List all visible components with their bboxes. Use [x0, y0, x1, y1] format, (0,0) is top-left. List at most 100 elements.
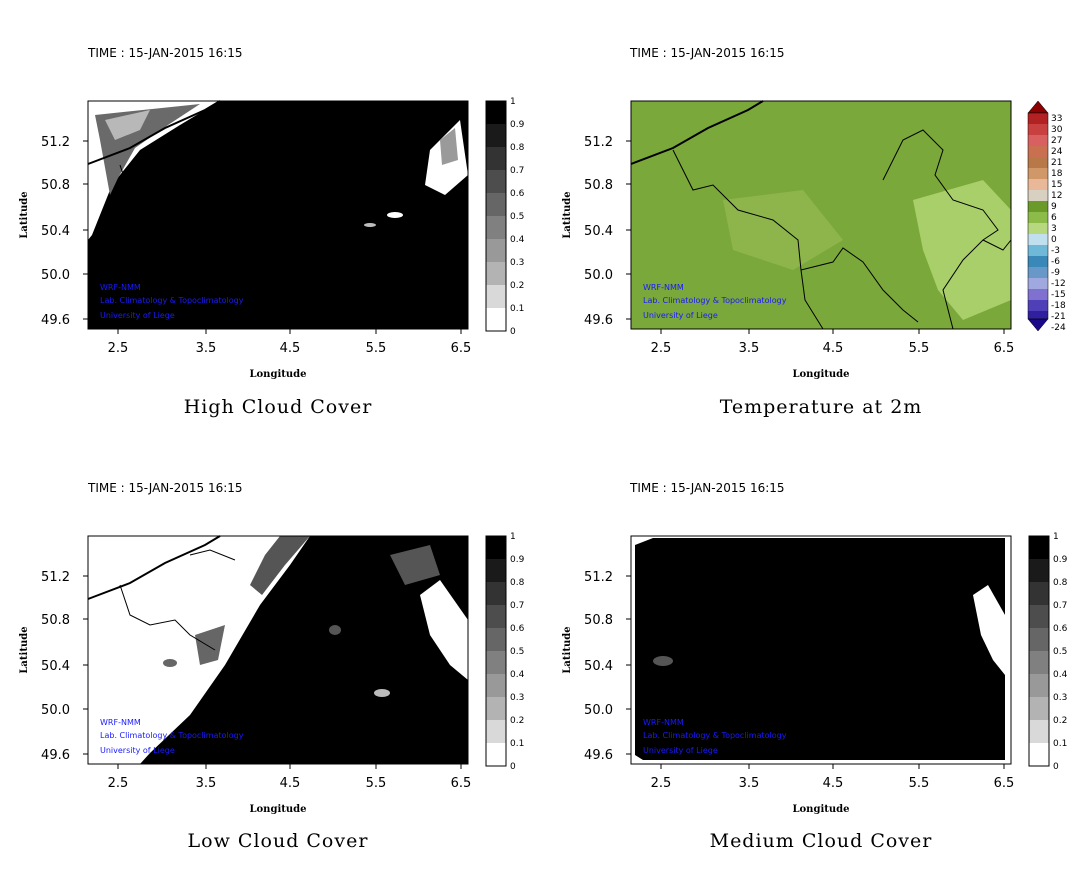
y-axis: 51.2 50.8 50.4 50.0 49.6 Latitude	[19, 570, 88, 763]
thin-cloud-area	[163, 659, 177, 667]
colorbar-tick: -3	[1051, 246, 1060, 256]
credit-university: University of Liege	[643, 311, 718, 320]
colorbar-tick: 0.7	[1053, 601, 1067, 611]
y-tick-label: 49.6	[41, 313, 70, 328]
clear-sky-area	[420, 580, 468, 680]
x-tick-label: 3.5	[739, 341, 760, 356]
x-tick-label: 4.5	[280, 341, 301, 356]
y-tick-label: 49.6	[41, 748, 70, 763]
y-tick-label: 51.2	[584, 135, 613, 150]
colorbar-tick: 0.5	[510, 647, 524, 657]
time-label: TIME : 15-JAN-2015 16:15	[87, 481, 243, 495]
colorbar-tick: 18	[1051, 169, 1063, 179]
credit-model: WRF-NMM	[643, 718, 684, 727]
thin-cloud-area	[250, 536, 310, 595]
time-label: TIME : 15-JAN-2015 16:15	[87, 46, 243, 60]
colorbar: 33 30 27 24 21 18 15 12 9 6 3 0 -3 -6 -9…	[1027, 100, 1066, 333]
x-axis-label: Longitude	[249, 369, 306, 380]
x-tick-label: 5.5	[909, 341, 930, 356]
coastline	[87, 100, 221, 165]
x-axis: 2.5 3.5 4.5 5.5 6.5 Longitude	[651, 764, 1015, 815]
y-tick-label: 49.6	[584, 748, 613, 763]
colorbar-tick: 0	[510, 327, 516, 337]
colorbar: 1 0.9 0.8 0.7 0.6 0.5 0.4 0.3 0.2 0.1 0	[485, 532, 525, 772]
panel-high-cloud-cover: TIME : 15-JAN-2015 16:15 WRF-NMM Lab. Cl…	[0, 0, 543, 434]
colorbar-tick: 0.3	[1053, 693, 1067, 703]
x-tick-label: 6.5	[451, 341, 472, 356]
x-tick-label: 6.5	[451, 776, 472, 791]
temperature-area	[723, 190, 843, 270]
axes-frame	[630, 100, 1012, 330]
colorbar-tick: 0.1	[510, 739, 524, 749]
panel-medium-cloud-cover: TIME : 15-JAN-2015 16:15 WRF-NMM Lab. Cl…	[543, 435, 1086, 869]
y-tick-label: 50.4	[41, 659, 70, 674]
x-tick-label: 3.5	[739, 776, 760, 791]
y-tick-label: 49.6	[584, 313, 613, 328]
x-tick-label: 4.5	[280, 776, 301, 791]
colorbar-tick: 0.9	[510, 555, 525, 565]
thin-cloud-area	[364, 223, 376, 227]
clear-sky-area	[973, 585, 1005, 675]
credit-university: University of Liege	[100, 311, 175, 320]
x-tick-label: 5.5	[366, 341, 387, 356]
colorbar-tick: -9	[1051, 268, 1060, 278]
axes-frame	[87, 535, 469, 765]
y-tick-label: 50.8	[41, 613, 70, 628]
credit-lab: Lab. Climatology & Topoclimatology	[643, 731, 787, 740]
colorbar-tick: 0.1	[1053, 739, 1067, 749]
y-tick-label: 50.0	[584, 703, 613, 718]
credit-lab: Lab. Climatology & Topoclimatology	[100, 296, 244, 305]
x-tick-label: 6.5	[994, 776, 1015, 791]
thin-cloud-area	[195, 625, 225, 665]
colorbar-tick: 0.5	[1053, 647, 1067, 657]
colorbar-tick: 1	[1053, 532, 1059, 542]
credit-university: University of Liege	[100, 746, 175, 755]
y-tick-label: 50.0	[41, 268, 70, 283]
x-axis-label: Longitude	[792, 369, 849, 380]
credit-lab: Lab. Climatology & Topoclimatology	[643, 296, 787, 305]
colorbar-tick: 0.6	[1053, 624, 1068, 634]
x-axis-label: Longitude	[249, 804, 306, 815]
medium-cloud-map: TIME : 15-JAN-2015 16:15 WRF-NMM Lab. Cl…	[562, 481, 1068, 852]
low-cloud-map: TIME : 15-JAN-2015 16:15 WRF-NMM Lab. Cl…	[19, 481, 525, 852]
x-tick-label: 2.5	[108, 341, 129, 356]
cloud-field	[635, 538, 1005, 760]
colorbar-tick: 15	[1051, 180, 1062, 190]
y-tick-label: 50.8	[584, 613, 613, 628]
colorbar-tick: -18	[1051, 301, 1066, 311]
colorbar-tick: 0.1	[510, 304, 524, 314]
time-label: TIME : 15-JAN-2015 16:15	[629, 46, 785, 60]
time-label: TIME : 15-JAN-2015 16:15	[629, 481, 785, 495]
x-tick-label: 5.5	[366, 776, 387, 791]
y-axis: 51.2 50.8 50.4 50.0 49.6 Latitude	[562, 570, 631, 763]
colorbar-tick: 0.7	[510, 601, 524, 611]
colorbar-tick: 0.3	[510, 693, 524, 703]
colorbar-tick: 0.8	[1053, 578, 1068, 588]
colorbar: 1 0.9 0.8 0.7 0.6 0.5 0.4 0.3 0.2 0.1 0	[1028, 532, 1068, 772]
y-tick-label: 50.0	[584, 268, 613, 283]
colorbar-tick: 0.6	[510, 189, 525, 199]
thin-cloud-area	[329, 625, 341, 635]
credit-model: WRF-NMM	[643, 283, 684, 292]
y-tick-label: 50.0	[41, 703, 70, 718]
colorbar-tick: -21	[1051, 312, 1066, 322]
y-axis-label: Latitude	[562, 191, 573, 238]
colorbar-tick: 0.2	[1053, 716, 1067, 726]
x-axis: 2.5 3.5 4.5 5.5 6.5 Longitude	[108, 764, 472, 815]
colorbar-tick: 0.7	[510, 166, 524, 176]
colorbar-tick: 0.9	[1053, 555, 1068, 565]
thin-cloud-area	[653, 656, 673, 666]
panel-temperature-2m: TIME : 15-JAN-2015 16:15 WRF-NMM Lab. Cl…	[543, 0, 1086, 434]
y-axis: 51.2 50.8 50.4 50.0 49.6 Latitude	[19, 135, 88, 328]
colorbar-tick: 1	[510, 97, 516, 107]
x-tick-label: 5.5	[909, 776, 930, 791]
panel-title: Medium Cloud Cover	[710, 830, 933, 852]
panel-low-cloud-cover: TIME : 15-JAN-2015 16:15 WRF-NMM Lab. Cl…	[0, 435, 543, 869]
colorbar-tick: 6	[1051, 213, 1057, 223]
x-tick-label: 3.5	[196, 341, 217, 356]
colorbar-tick: 0	[1053, 762, 1059, 772]
colorbar-tick: 21	[1051, 158, 1062, 168]
colorbar-tick: 0.5	[510, 212, 524, 222]
x-tick-label: 3.5	[196, 776, 217, 791]
border-line	[119, 549, 236, 651]
